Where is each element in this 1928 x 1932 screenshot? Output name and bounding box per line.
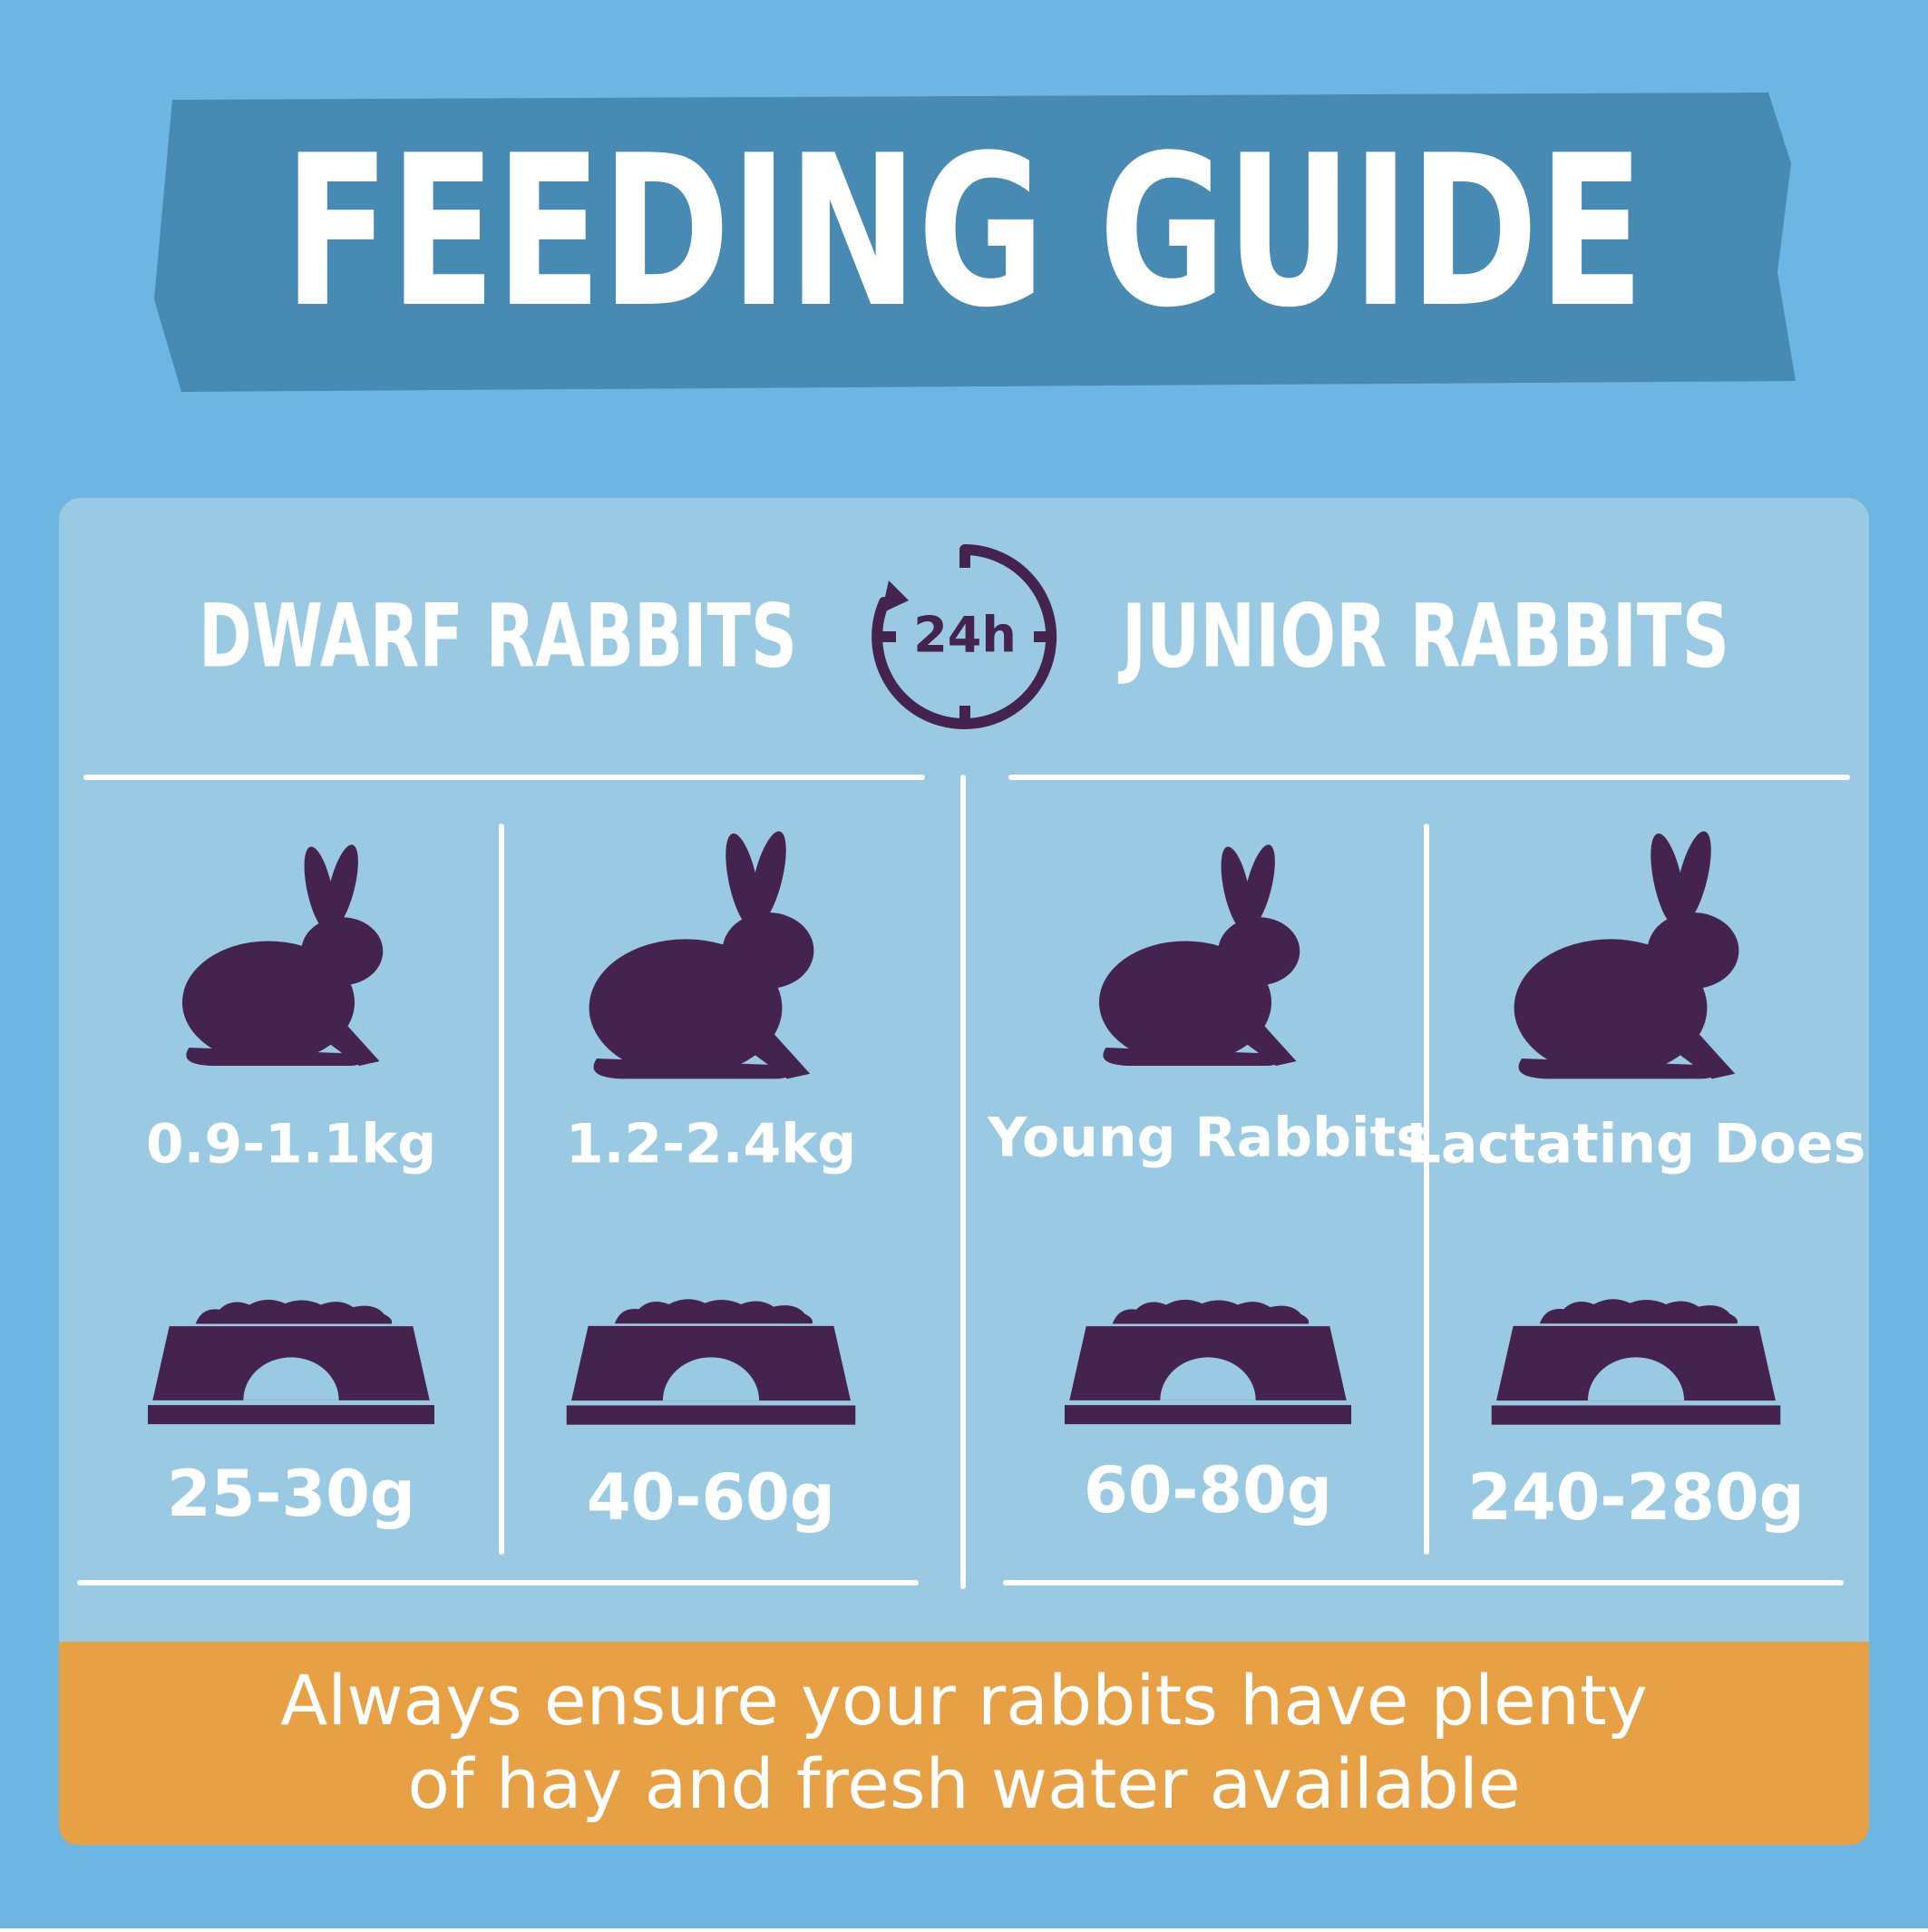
item-amount: 60-80g xyxy=(1084,1453,1332,1527)
item-amount: 240-280g xyxy=(1467,1460,1804,1535)
group-title: DWARF RABBITS xyxy=(199,585,797,687)
footer-text: of hay and fresh water available xyxy=(407,1743,1520,1824)
item-label: Young Rabbits xyxy=(987,1107,1428,1170)
item-label: 1.2-2.4kg xyxy=(566,1113,856,1176)
item-amount: 25-30g xyxy=(167,1457,415,1531)
title: FEEDING GUIDE xyxy=(284,112,1644,354)
item-label: Lactating Does xyxy=(1407,1113,1866,1176)
clock-label: 24h xyxy=(913,607,1017,664)
title-banner xyxy=(154,93,1796,392)
footer-bar xyxy=(59,1642,1869,1845)
item-amount: 40-60g xyxy=(587,1460,835,1535)
group-title: JUNIOR RABBITS xyxy=(1117,585,1729,687)
clock-icon xyxy=(871,544,1057,729)
footer-text: Always ensure your rabbits have plenty xyxy=(280,1660,1647,1741)
item-label: 0.9-1.1kg xyxy=(146,1113,436,1176)
